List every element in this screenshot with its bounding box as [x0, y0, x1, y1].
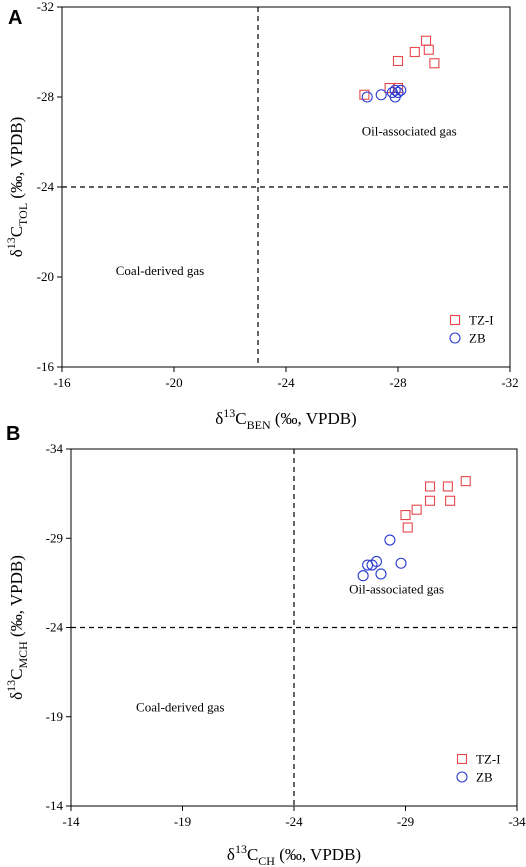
y-tick-label: -24	[46, 620, 64, 635]
x-tick-label: -24	[277, 375, 295, 390]
data-point-tz-i	[411, 504, 422, 515]
x-tick-label: -14	[62, 814, 80, 829]
x-tick-label: -34	[508, 814, 526, 829]
y-axis-title-part: C	[7, 226, 26, 237]
data-point-tz-i	[445, 495, 456, 506]
data-point-zb	[357, 570, 369, 582]
legend: TZ-I ZB	[449, 313, 494, 346]
y-tick-label: -28	[37, 89, 54, 104]
data-point-zb	[384, 534, 396, 546]
legend: TZ-I ZB	[456, 752, 501, 785]
y-axis-title-part: δ	[7, 692, 26, 700]
region-label: Oil-associated gas	[362, 123, 457, 138]
y-axis-title-part: C	[7, 669, 26, 680]
region-label: Coal-derived gas	[116, 263, 204, 278]
legend-label: TZ-I	[469, 313, 494, 328]
x-tick-label: -24	[285, 814, 303, 829]
data-point-tz-i	[392, 55, 404, 67]
panel-a: A -16 -20 -24 -28 -32 -16 -20 -24 -28 -32 Oil-assoc…	[4, 0, 519, 432]
data-point-zb	[375, 89, 387, 101]
y-axis-title: δ13CTOL (‰, VPDB)	[4, 117, 30, 258]
data-point-tz-i	[429, 58, 440, 69]
data-point-zb	[375, 568, 387, 580]
x-axis-title-part: CH	[258, 854, 275, 867]
x-axis-title-part: (‰, VPDB)	[275, 845, 361, 864]
panel-label: B	[6, 423, 20, 445]
x-axis-title-part: BEN	[247, 418, 271, 432]
legend-marker-square	[456, 753, 468, 765]
y-axis-title-part: MCH	[16, 641, 30, 669]
data-point-tz-i	[409, 46, 420, 58]
x-tick-label: -16	[53, 375, 71, 390]
y-tick-label: -24	[37, 179, 55, 194]
legend-label: TZ-I	[476, 752, 501, 767]
data-point-zb	[370, 555, 383, 568]
x-axis-title-part: 13	[223, 406, 235, 420]
data-point-zb	[395, 557, 407, 569]
region-label: Oil-associated gas	[349, 582, 444, 597]
data-point-tz-i	[359, 89, 370, 100]
y-tick-label: -32	[37, 0, 54, 14]
x-axis-title: δ13CCH (‰, VPDB)	[227, 842, 361, 867]
legend-label: ZB	[476, 770, 493, 785]
x-axis-title-part: δ	[215, 409, 223, 428]
x-tick-label: -28	[389, 375, 406, 390]
y-axis-title-part: 13	[4, 680, 18, 692]
data-point-zb	[395, 84, 407, 96]
y-tick-label: -34	[46, 441, 64, 456]
data-point-tz-i	[420, 35, 432, 46]
y-axis-title: δ13CMCH (‰, VPDB)	[4, 555, 30, 700]
y-axis-title-part: TOL	[16, 203, 30, 226]
x-tick-label: -32	[501, 375, 518, 390]
x-tick-label: -20	[165, 375, 182, 390]
y-tick-label: -20	[37, 269, 54, 284]
data-point-tz-i	[424, 481, 436, 492]
panel-label: A	[8, 7, 22, 29]
data-point-tz-i	[402, 522, 413, 533]
data-point-zb	[389, 84, 401, 96]
y-tick-label: -16	[37, 359, 55, 374]
data-point-tz-i	[442, 481, 453, 492]
region-label: Coal-derived gas	[136, 699, 224, 714]
data-point-zb	[389, 91, 401, 103]
data-point-tz-i	[460, 476, 471, 487]
x-tick-label: -19	[174, 814, 191, 829]
x-tick-label: -29	[397, 814, 414, 829]
x-axis-title-part: C	[235, 409, 246, 428]
legend-marker-circle	[449, 332, 461, 344]
x-axis-title-part: δ	[227, 845, 235, 864]
data-point-tz-i	[423, 44, 434, 55]
y-tick-label: -14	[46, 798, 64, 813]
y-axis-title-part: (‰, VPDB)	[7, 555, 26, 641]
x-axis-title-part: (‰, VPDB)	[271, 409, 357, 428]
y-axis-title-part: δ	[7, 249, 26, 257]
x-axis-title-part: C	[247, 845, 258, 864]
y-axis-title-part: 13	[4, 237, 18, 249]
y-tick-label: -29	[46, 530, 63, 545]
x-axis-title: δ13CBEN (‰, VPDB)	[215, 406, 356, 432]
data-point-zb	[361, 91, 373, 103]
data-point-tz-i	[424, 495, 436, 506]
legend-marker-square	[449, 314, 461, 326]
panel-b: B -14 -19 -24 -29 -34 -14 -19 -24 -29 -34 Oil-assoc…	[4, 423, 526, 867]
x-axis-title-part: 13	[235, 842, 247, 856]
data-point-tz-i	[400, 509, 411, 521]
y-axis-title-part: (‰, VPDB)	[7, 117, 26, 203]
legend-label: ZB	[469, 331, 486, 346]
y-tick-label: -19	[46, 709, 63, 724]
legend-marker-circle	[456, 771, 468, 783]
